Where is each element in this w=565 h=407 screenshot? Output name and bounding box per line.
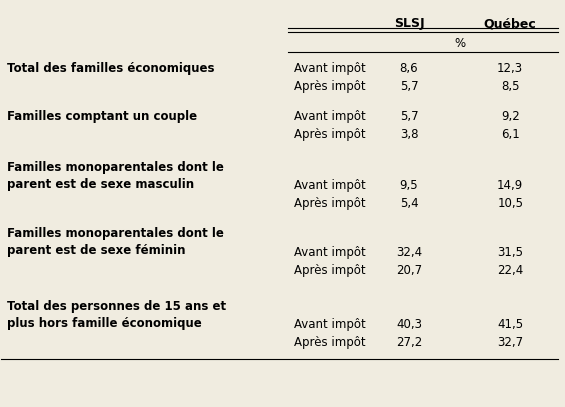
Text: 8,6: 8,6: [399, 61, 418, 74]
Text: parent est de sexe masculin: parent est de sexe masculin: [7, 177, 194, 190]
Text: Familles monoparentales dont le: Familles monoparentales dont le: [7, 161, 224, 174]
Text: plus hors famille économique: plus hors famille économique: [7, 317, 202, 330]
Text: 5,7: 5,7: [399, 80, 418, 93]
Text: 31,5: 31,5: [497, 245, 523, 258]
Text: 8,5: 8,5: [501, 80, 519, 93]
Text: 5,4: 5,4: [399, 197, 418, 210]
Text: %: %: [454, 37, 465, 50]
Text: Avant impôt: Avant impôt: [294, 245, 366, 258]
Text: 5,7: 5,7: [399, 110, 418, 123]
Text: 6,1: 6,1: [501, 128, 520, 141]
Text: Avant impôt: Avant impôt: [294, 110, 366, 123]
Text: Après impôt: Après impôt: [294, 80, 366, 93]
Text: 10,5: 10,5: [497, 197, 523, 210]
Text: Québec: Québec: [484, 17, 537, 30]
Text: 14,9: 14,9: [497, 179, 523, 192]
Text: 41,5: 41,5: [497, 318, 523, 331]
Text: Avant impôt: Avant impôt: [294, 318, 366, 331]
Text: 12,3: 12,3: [497, 61, 523, 74]
Text: Après impôt: Après impôt: [294, 197, 366, 210]
Text: 32,7: 32,7: [497, 337, 523, 350]
Text: Après impôt: Après impôt: [294, 337, 366, 350]
Text: 3,8: 3,8: [400, 128, 418, 141]
Text: Familles comptant un couple: Familles comptant un couple: [7, 110, 197, 123]
Text: 40,3: 40,3: [396, 318, 422, 331]
Text: Après impôt: Après impôt: [294, 128, 366, 141]
Text: Total des familles économiques: Total des familles économiques: [7, 61, 215, 74]
Text: 27,2: 27,2: [396, 337, 422, 350]
Text: 22,4: 22,4: [497, 264, 523, 277]
Text: 20,7: 20,7: [396, 264, 422, 277]
Text: 9,2: 9,2: [501, 110, 520, 123]
Text: SLSJ: SLSJ: [394, 17, 424, 30]
Text: Familles monoparentales dont le: Familles monoparentales dont le: [7, 228, 224, 240]
Text: Avant impôt: Avant impôt: [294, 61, 366, 74]
Text: Total des personnes de 15 ans et: Total des personnes de 15 ans et: [7, 300, 226, 313]
Text: Après impôt: Après impôt: [294, 264, 366, 277]
Text: 9,5: 9,5: [399, 179, 418, 192]
Text: parent est de sexe féminin: parent est de sexe féminin: [7, 244, 185, 257]
Text: 32,4: 32,4: [396, 245, 422, 258]
Text: Avant impôt: Avant impôt: [294, 179, 366, 192]
